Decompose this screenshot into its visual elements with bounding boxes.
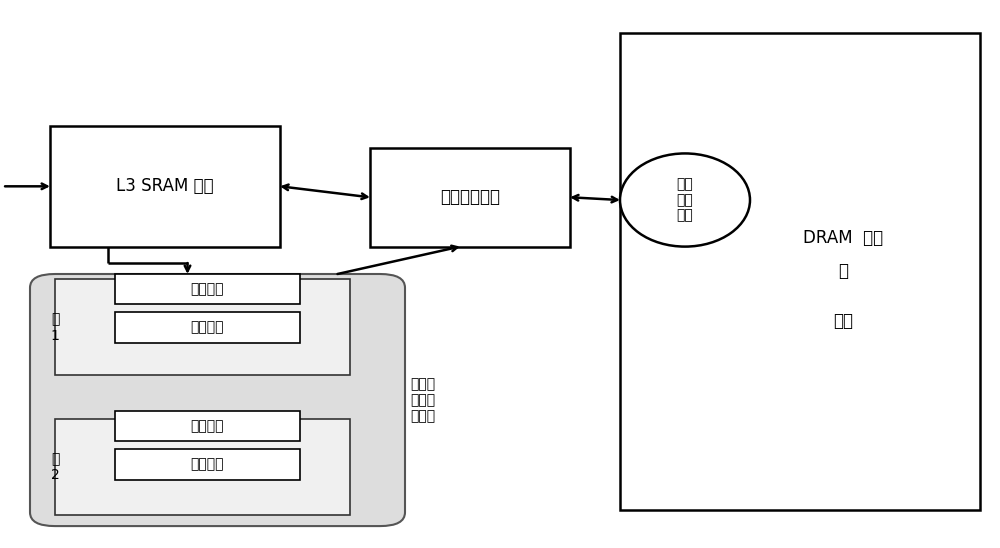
Text: DRAM  缓存: DRAM 缓存 xyxy=(803,230,883,247)
Text: 模块: 模块 xyxy=(677,208,693,222)
Bar xyxy=(115,449,300,480)
Text: L3 SRAM 缓存: L3 SRAM 缓存 xyxy=(116,178,214,195)
Text: 核
1: 核 1 xyxy=(51,312,59,342)
Bar xyxy=(115,411,300,441)
Text: 动态: 动态 xyxy=(677,178,693,192)
Text: 读监视器: 读监视器 xyxy=(191,458,224,471)
Bar xyxy=(55,419,350,515)
Bar xyxy=(370,148,570,247)
Text: 和: 和 xyxy=(838,262,848,280)
Bar xyxy=(115,274,300,304)
Text: 写监视器: 写监视器 xyxy=(191,282,224,296)
Bar xyxy=(50,126,280,247)
Text: 核
2: 核 2 xyxy=(51,452,59,482)
Text: 写监视器: 写监视器 xyxy=(191,419,224,433)
Bar xyxy=(55,279,350,375)
Text: 决策: 决策 xyxy=(677,193,693,207)
Ellipse shape xyxy=(620,153,750,247)
Bar xyxy=(620,33,980,510)
FancyBboxPatch shape xyxy=(30,274,405,526)
Text: 时间局
部性监
控模块: 时间局 部性监 控模块 xyxy=(410,377,435,423)
Text: 调度管理模块: 调度管理模块 xyxy=(440,189,500,206)
Text: 读监视器: 读监视器 xyxy=(191,321,224,334)
Bar xyxy=(115,312,300,342)
Text: 主存: 主存 xyxy=(833,312,853,329)
